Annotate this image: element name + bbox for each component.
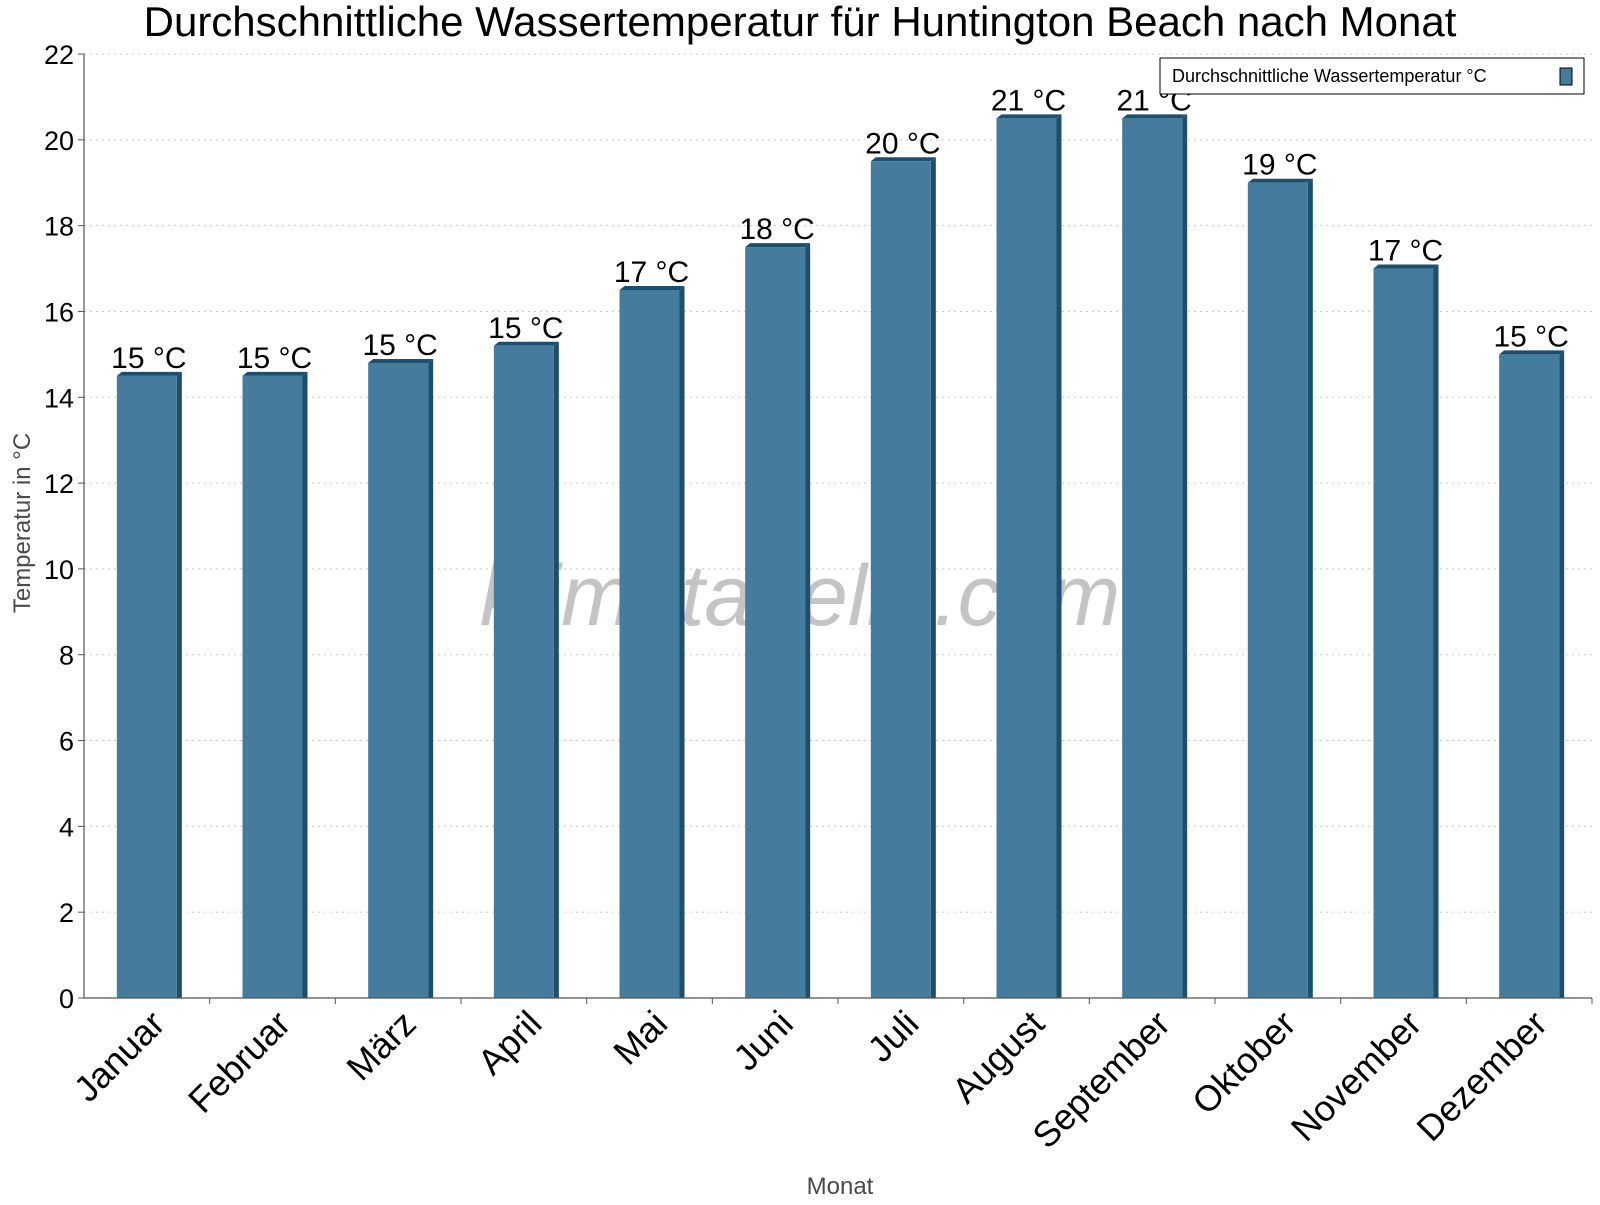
- x-tick-label: April: [470, 1003, 550, 1083]
- bar: [745, 247, 806, 998]
- bar-side: [1307, 178, 1313, 998]
- bar-value-label: 17 °C: [1368, 235, 1443, 268]
- bar-top: [1373, 264, 1439, 269]
- bar: [493, 345, 554, 998]
- bar-value-label: 20 °C: [865, 127, 940, 160]
- y-tick-label: 12: [44, 469, 74, 499]
- y-tick-label: 0: [59, 984, 74, 1014]
- legend-swatch: [1559, 67, 1573, 86]
- y-tick-label: 14: [44, 383, 74, 413]
- bar: [242, 375, 303, 998]
- bar: [870, 161, 931, 999]
- bar-value-label: 15 °C: [362, 329, 437, 362]
- x-tick-label: November: [1283, 1003, 1429, 1149]
- bar: [619, 290, 680, 998]
- legend-label: Durchschnittliche Wassertemperatur °C: [1172, 66, 1487, 86]
- bar-top: [870, 157, 936, 162]
- bar: [1247, 182, 1308, 998]
- legend: Durchschnittliche Wassertemperatur °C: [1159, 57, 1585, 95]
- x-tick-label: September: [1024, 1003, 1178, 1157]
- x-tick-label: Mai: [605, 1003, 675, 1073]
- bar-value-label: 15 °C: [237, 342, 312, 375]
- y-tick-label: 10: [44, 555, 74, 585]
- bar-side: [1433, 264, 1439, 999]
- bar-side: [679, 286, 685, 998]
- bar-group: 17 °C: [614, 256, 689, 998]
- bar-top: [996, 114, 1062, 119]
- bar-group: 15 °C: [1493, 320, 1569, 998]
- x-axis-label: Monat: [807, 1173, 874, 1200]
- bar-top: [745, 243, 811, 248]
- bar-group: 17 °C: [1368, 235, 1443, 999]
- bar-group: 20 °C: [865, 127, 941, 999]
- bar-value-label: 15 °C: [1493, 320, 1568, 353]
- bar-value-label: 15 °C: [488, 312, 563, 345]
- bar-value-label: 15 °C: [111, 342, 186, 375]
- legend-box: [1159, 57, 1585, 95]
- x-tick-label: Oktober: [1184, 1003, 1304, 1123]
- bar: [1122, 118, 1183, 998]
- bar-value-label: 18 °C: [739, 213, 814, 246]
- bar: [116, 375, 177, 998]
- x-tick-label: Juli: [859, 1003, 926, 1070]
- x-tick-label: Juni: [725, 1003, 801, 1079]
- bar-group: 15 °C: [362, 329, 438, 999]
- x-tick-label: Februar: [180, 1003, 298, 1121]
- y-tick-label: 6: [59, 727, 74, 757]
- bar-group: 18 °C: [739, 213, 815, 998]
- bar-top: [1247, 178, 1313, 183]
- bar-group: 21 °C: [991, 84, 1066, 998]
- bar-side: [1182, 114, 1188, 998]
- bar-side: [1056, 114, 1062, 998]
- gridlines: [84, 53, 1592, 913]
- bar-group: 15 °C: [111, 342, 187, 998]
- bar-side: [805, 243, 811, 998]
- bar-side: [428, 358, 434, 999]
- bar-top: [242, 371, 308, 376]
- bar: [1373, 268, 1434, 999]
- x-tick-label: Januar: [66, 1003, 173, 1110]
- bar-value-label: 17 °C: [614, 256, 689, 289]
- bar-top: [493, 341, 559, 346]
- chart-title: Durchschnittliche Wassertemperatur für H…: [144, 0, 1457, 45]
- bar-top: [1499, 350, 1565, 355]
- bar-value-label: 21 °C: [991, 84, 1066, 117]
- bar-side: [930, 157, 936, 999]
- y-tick-label: 8: [59, 641, 74, 671]
- y-tick-label: 16: [44, 297, 74, 327]
- y-tick-label: 4: [59, 812, 74, 842]
- bar-group: 19 °C: [1242, 149, 1318, 998]
- bar: [1499, 354, 1560, 998]
- bar: [996, 118, 1057, 998]
- bar-top: [368, 358, 434, 363]
- bar-side: [553, 341, 559, 998]
- y-tick-label: 18: [44, 212, 74, 242]
- y-axis-label: Temperatur in °C: [9, 433, 36, 613]
- bar-side: [1559, 350, 1565, 998]
- bar-value-label: 19 °C: [1242, 149, 1317, 182]
- x-tick-label: Dezember: [1408, 1003, 1554, 1149]
- bar-group: 15 °C: [237, 342, 312, 998]
- y-tick-label: 2: [59, 898, 74, 928]
- bar-side: [176, 371, 182, 998]
- bar-top: [116, 371, 182, 376]
- bar-side: [302, 371, 308, 998]
- bar-group: 21 °C: [1116, 84, 1192, 998]
- bar: [368, 362, 429, 999]
- bar-top: [619, 286, 685, 290]
- bars: 15 °C 15 °C 15 °C 15 °C 17 °C 18 °C 20 °C 21 °C…: [111, 84, 1569, 999]
- y-tick-label: 20: [44, 126, 74, 156]
- y-tick-label: 22: [44, 40, 74, 70]
- x-tick-label: August: [944, 1003, 1052, 1111]
- bar-group: 15 °C: [488, 312, 564, 998]
- x-tick-label: März: [338, 1003, 424, 1089]
- bar-top: [1122, 114, 1188, 119]
